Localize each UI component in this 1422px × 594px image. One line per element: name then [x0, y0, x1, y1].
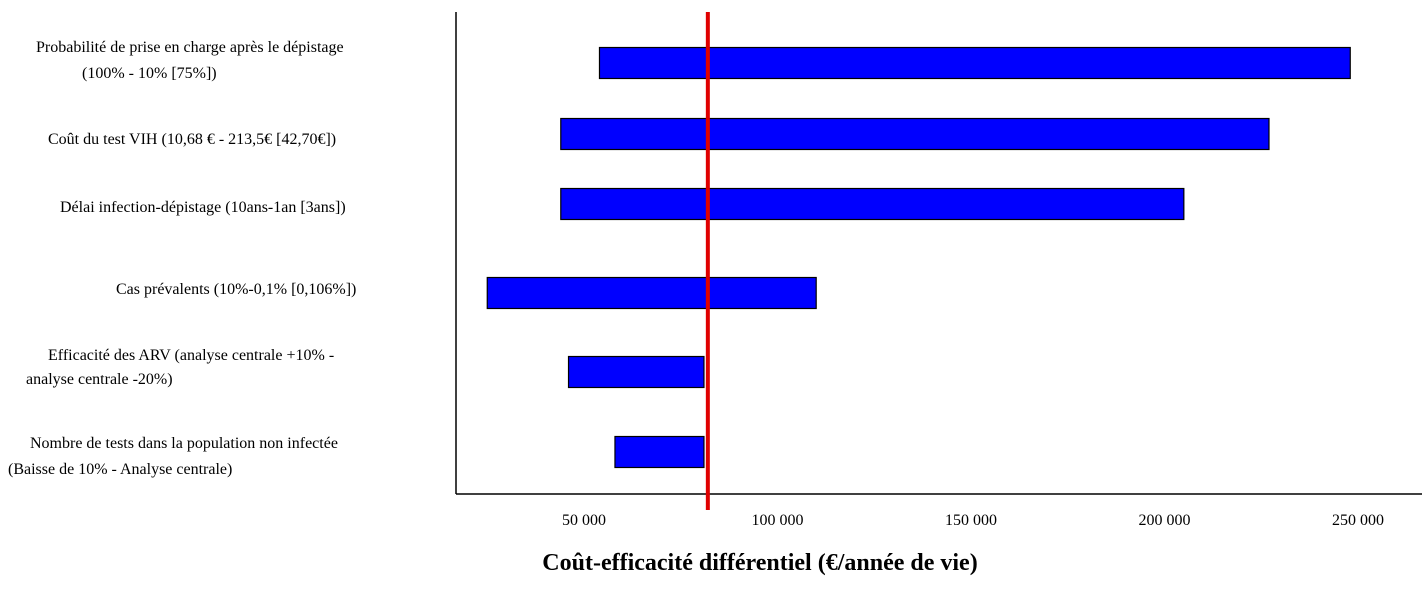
bar [560, 187, 1185, 221]
category-label-line2: (Baisse de 10% - Analyse centrale) [8, 461, 233, 478]
bars-group [486, 46, 1351, 469]
x-axis-title: Coût-efficacité différentiel (€/année de… [542, 550, 978, 576]
x-tick-label: 250 000 [1332, 512, 1384, 529]
x-tick-label: 150 000 [945, 512, 997, 529]
x-tick-label: 200 000 [1138, 512, 1191, 529]
category-label: Efficacité des ARV (analyse centrale +10… [48, 347, 335, 364]
bar [486, 276, 817, 310]
category-label: Nombre de tests dans la population non i… [30, 435, 338, 452]
bar [614, 435, 705, 469]
bar [598, 46, 1351, 80]
x-tick-label: 100 000 [751, 512, 804, 529]
category-label-line2: (100% - 10% [75%]) [82, 65, 217, 82]
x-tick-label: 50 000 [562, 512, 606, 529]
category-label-line2: analyse centrale -20%) [26, 371, 173, 388]
category-label: Probabilité de prise en charge après le … [36, 39, 344, 56]
category-label: Cas prévalents (10%-0,1% [0,106%]) [116, 281, 357, 298]
category-label: Coût du test VIH (10,68 € - 213,5€ [42,7… [48, 131, 337, 148]
bar [560, 117, 1270, 151]
bar [567, 355, 705, 389]
category-label: Délai infection-dépistage (10ans-1an [3a… [60, 199, 346, 216]
